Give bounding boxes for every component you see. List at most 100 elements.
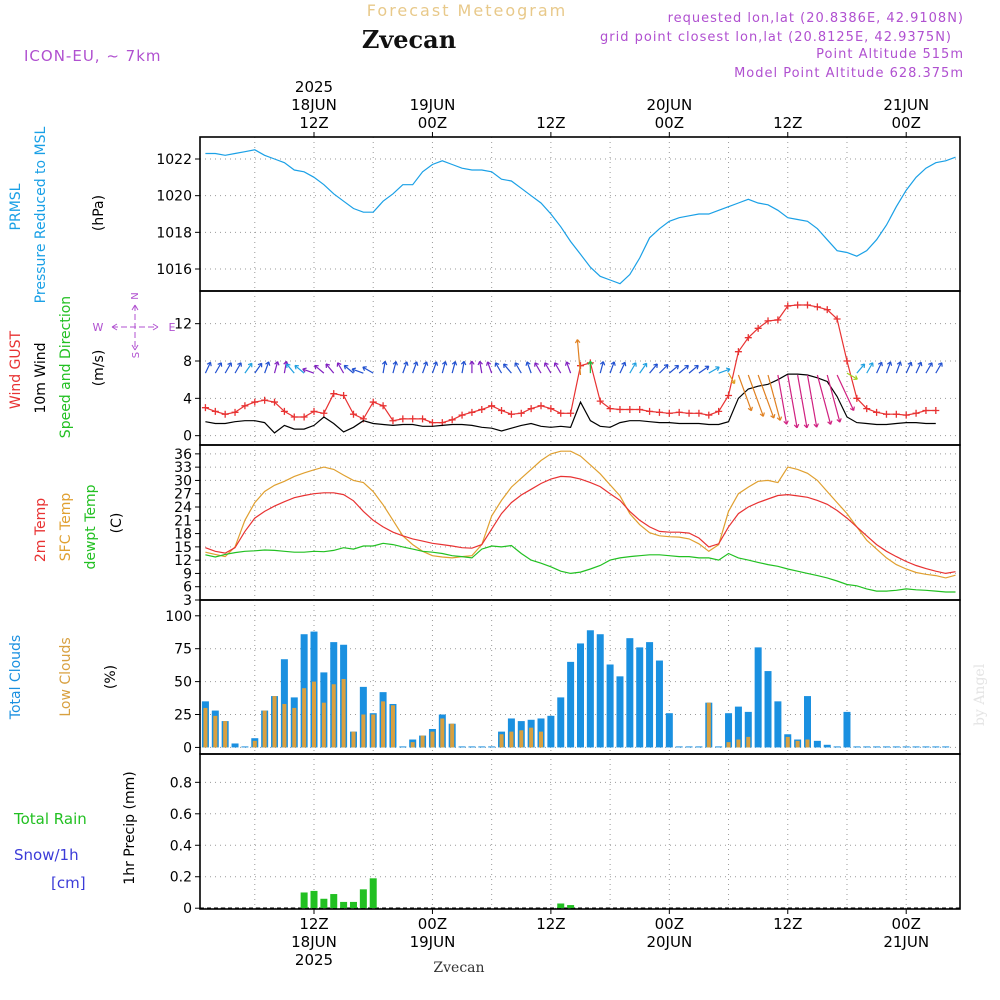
gust-point (833, 315, 841, 323)
wind-barb-head (217, 362, 223, 367)
gust-point (715, 407, 723, 415)
low-cloud-bar (499, 734, 504, 748)
wind-barb (294, 364, 305, 374)
gust-point (231, 408, 239, 416)
wind-barb (514, 362, 522, 374)
panel-pressure: 1016 1018 1020 1022 PRMSL Pressure Reduced to… (8, 126, 961, 303)
wind-barb-head (432, 361, 439, 366)
compass-w: W (93, 321, 104, 334)
top-time-label: 00Z (418, 114, 447, 132)
wind-barb-head (343, 364, 349, 370)
gust-point (468, 408, 476, 416)
gust-point (419, 415, 427, 423)
total-cloud-bar (902, 746, 910, 748)
low-cloud-bar (805, 739, 810, 748)
gust-point (675, 408, 683, 416)
wind-barb-head (381, 360, 388, 366)
wind-barb-shaft (431, 361, 438, 374)
wind-barb (0, 0, 956, 373)
wind-barb-shaft (737, 374, 752, 411)
wind-barb-shaft (337, 362, 345, 374)
point-altitude: Point Altitude 515m (816, 47, 964, 62)
low-cloud-bar (223, 721, 228, 748)
wind-barb-head (553, 362, 559, 367)
rain-bar (310, 890, 318, 909)
wind-barb-head (325, 363, 331, 368)
wind-barb-head (543, 362, 549, 367)
dewpt-title: dewpt Temp (83, 484, 99, 569)
wind-barb (787, 374, 800, 429)
wind-barb (451, 361, 458, 374)
wind-barb (698, 365, 710, 374)
gust-point (784, 302, 792, 310)
wind-barb-head (247, 362, 253, 368)
panels: 1016 1018 1020 1022 PRMSL Pressure Reduced to… (0, 0, 961, 917)
top-time-label: 12Z (536, 114, 565, 132)
wind-barb-head (514, 362, 520, 367)
compass-n: N (130, 292, 141, 299)
wind-barb-head (783, 420, 789, 425)
wind-barb-head (853, 375, 858, 381)
gust-point (211, 407, 219, 415)
gust-point (379, 402, 387, 410)
wind-barb-shaft (544, 362, 552, 374)
low-cloud-bar (351, 731, 356, 748)
panel-frame (199, 444, 961, 601)
gust-point (932, 406, 940, 414)
gust-point (201, 404, 209, 412)
temp-tick-label: 21 (174, 513, 192, 529)
wind-barb (728, 372, 736, 385)
wind-barb-shaft (688, 364, 699, 374)
wind-barb-head (715, 366, 720, 371)
wind-barb (925, 362, 933, 374)
total-cloud-bar (685, 746, 693, 748)
gust-point (616, 406, 624, 414)
total-cloud-bar (280, 659, 288, 748)
wind-barb-shaft (866, 362, 874, 374)
wind-barb-head (928, 362, 933, 367)
wind-barb (836, 374, 855, 412)
gust-point (705, 411, 713, 419)
total-cloud-bar (774, 701, 782, 748)
wind-barb (273, 361, 280, 374)
wind-barb-shaft (826, 374, 841, 423)
snow-legend: Snow/1h (14, 846, 79, 864)
wind-barb-shaft (659, 364, 669, 374)
wind-barb-shaft (856, 363, 866, 374)
gust-point (547, 405, 555, 413)
wind-barb-shaft (503, 363, 512, 374)
gust-point (517, 409, 525, 417)
rain-bar (320, 898, 328, 909)
gust-point (912, 409, 920, 417)
wind-barb-shaft (283, 361, 288, 374)
rain-bar (330, 894, 338, 909)
low-cloud-bar (321, 702, 326, 748)
total-cloud-bar (843, 711, 851, 748)
total-cloud-bar (241, 746, 249, 748)
wind-barb-head (336, 362, 342, 367)
precip-tick-label: 0.6 (170, 807, 192, 823)
wind-barb-head (477, 360, 483, 366)
wind-barb-head (265, 361, 271, 366)
low-cloud-bar (430, 731, 435, 748)
low-cloud-bar (390, 705, 395, 748)
low-cloud-bar (410, 742, 415, 748)
precip-tick-label: 0 (183, 901, 192, 917)
wind-barb-shaft (915, 362, 922, 374)
wind-barb-head (730, 379, 736, 385)
wind-barb-head (877, 361, 883, 367)
wind-barb-shaft (422, 361, 428, 374)
gust-point (922, 406, 930, 414)
wind-barb (826, 374, 842, 423)
wind-barb-shaft (747, 374, 764, 417)
watermark: by Angel (972, 663, 988, 726)
wind-barb-shaft (609, 361, 615, 374)
total-cloud-bar (892, 746, 900, 748)
wind-barb-head (684, 364, 689, 370)
wind-barb-shaft (708, 366, 720, 374)
low-cloud-bar (371, 714, 376, 748)
wind-barb-shaft (718, 368, 731, 374)
wind-barb-shaft (534, 362, 542, 374)
wind-barb-shaft (224, 362, 232, 374)
total-cloud-bar (478, 746, 486, 748)
